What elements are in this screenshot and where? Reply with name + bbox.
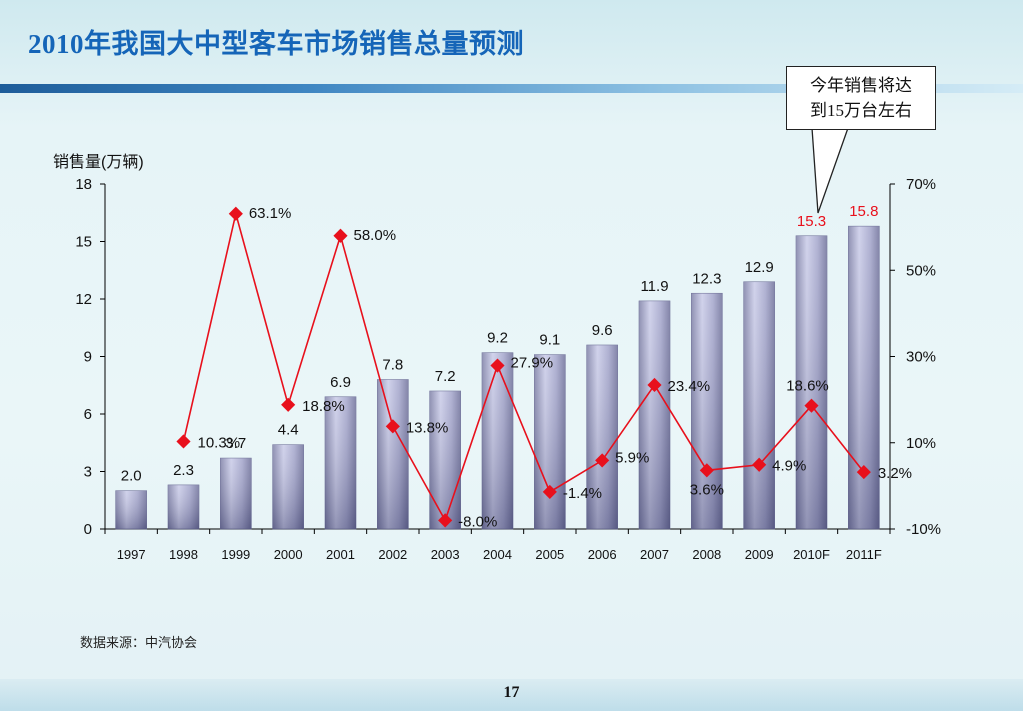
bar-value-label: 7.8 [382, 357, 403, 374]
growth-rate-marker [385, 419, 400, 434]
footer-band [0, 679, 1023, 711]
growth-rate-label: 13.8% [406, 419, 449, 436]
x-tick-label: 2001 [326, 547, 355, 562]
bar-shading [272, 444, 304, 529]
growth-rate-marker [752, 457, 767, 472]
y2-tick-label: 30% [906, 349, 936, 366]
bar-shading [639, 300, 670, 529]
growth-rate-marker [490, 358, 505, 373]
bar-value-label: 7.2 [435, 368, 456, 385]
growth-rate-label: 18.8% [302, 398, 345, 415]
bar-value-label: 2.0 [121, 468, 142, 485]
bar-value-label: 6.9 [330, 374, 351, 391]
growth-rate-line [182, 213, 865, 523]
bar-shading [429, 391, 461, 529]
growth-rate-label: 18.6% [786, 378, 829, 395]
x-tick-label: 2006 [588, 547, 617, 562]
bar-shading [586, 345, 618, 529]
bar-value-label: 4.4 [278, 422, 299, 439]
bar-shading [115, 490, 147, 529]
bar-value-label: 12.3 [692, 270, 721, 287]
y-tick-label: 0 [84, 521, 92, 538]
growth-rate-label: 27.9% [511, 355, 554, 372]
page-number: 17 [503, 684, 520, 701]
bar-value-label: 3.7 [225, 435, 246, 452]
growth-rate-label: 58.0% [354, 227, 397, 244]
x-tick-label: 2002 [378, 547, 407, 562]
bar-shading [220, 458, 252, 529]
x-tick-label: 1998 [169, 547, 198, 562]
growth-rate-label: 63.1% [249, 205, 292, 222]
growth-rate-marker [176, 434, 191, 449]
x-tick-label: 2004 [483, 547, 512, 562]
bar-value-label: 9.1 [539, 332, 560, 349]
bar-value-label: 9.2 [487, 330, 508, 347]
y-tick-label: 15 [75, 234, 92, 251]
callout-line-2: 到15万台左右 [810, 101, 912, 120]
x-tick-label: 2000 [274, 547, 303, 562]
growth-rate-label: -1.4% [563, 485, 602, 502]
growth-rate-marker [281, 397, 296, 412]
callout-line-1: 今年销售将达 [810, 76, 912, 95]
title-underline [0, 84, 1023, 93]
data-source-note: 数据来源：中汽协会 [80, 635, 198, 650]
bar-value-label: 12.9 [745, 259, 774, 276]
growth-rate-label: 4.9% [772, 458, 806, 475]
x-tick-label: 1999 [221, 547, 250, 562]
growth-rate-marker [699, 463, 714, 478]
bar-shading [482, 352, 513, 529]
growth-rate-marker [856, 465, 871, 480]
y-tick-label: 12 [75, 291, 92, 308]
growth-rate-marker [228, 206, 243, 221]
y2-tick-label: 50% [906, 262, 936, 279]
y-tick-label: 9 [84, 349, 92, 366]
growth-rate-label: -8.0% [458, 513, 497, 530]
x-tick-label: 2007 [640, 547, 669, 562]
bar-shading [743, 281, 775, 529]
x-tick-label: 1997 [117, 547, 146, 562]
bar-shading [848, 226, 880, 529]
y2-tick-label: 70% [906, 176, 936, 193]
y-tick-label: 6 [84, 406, 92, 423]
bar-value-label: 11.9 [640, 278, 668, 295]
x-tick-label: 2009 [745, 547, 774, 562]
growth-rate-label: 3.2% [878, 465, 912, 482]
bar-shading [325, 396, 356, 529]
growth-rate-label: 3.6% [690, 481, 724, 498]
growth-rate-marker [804, 398, 819, 413]
x-tick-label: 2003 [431, 547, 460, 562]
callout-pointer [811, 127, 849, 214]
y-tick-label: 3 [84, 464, 92, 481]
x-tick-label: 2010F [793, 547, 830, 562]
y-axis-title: 销售量(万辆) [53, 153, 144, 171]
x-tick-label: 2005 [535, 547, 564, 562]
forecast-callout: 今年销售将达 到15万台左右 [786, 66, 936, 130]
bar-shading [534, 354, 566, 529]
bar-value-label: 2.3 [173, 462, 194, 479]
slide-title: 2010年我国大中型客车市场销售总量预测 [28, 29, 524, 59]
bar-shading [168, 484, 199, 529]
bar-value-label: 15.8 [849, 203, 878, 220]
y-tick-label: 18 [75, 176, 92, 193]
growth-rate-label: 5.9% [615, 449, 649, 466]
bar-value-label: 15.3 [797, 213, 826, 230]
bar-shading [796, 235, 827, 529]
growth-rate-marker [595, 453, 610, 468]
growth-rate-marker [542, 484, 557, 499]
x-tick-label: 2008 [692, 547, 721, 562]
bar-shading [691, 293, 723, 529]
growth-rate-label: 23.4% [668, 378, 711, 395]
bar-shading [377, 379, 409, 529]
x-tick-label: 2011F [846, 547, 882, 562]
growth-rate-label: 10.3% [198, 434, 241, 451]
growth-rate-marker [647, 377, 662, 393]
growth-rate-marker [333, 228, 348, 243]
growth-rate-marker [438, 513, 453, 528]
bar-value-label: 9.6 [592, 322, 613, 339]
y2-tick-label: -10% [906, 521, 941, 538]
y2-tick-label: 10% [906, 435, 936, 452]
